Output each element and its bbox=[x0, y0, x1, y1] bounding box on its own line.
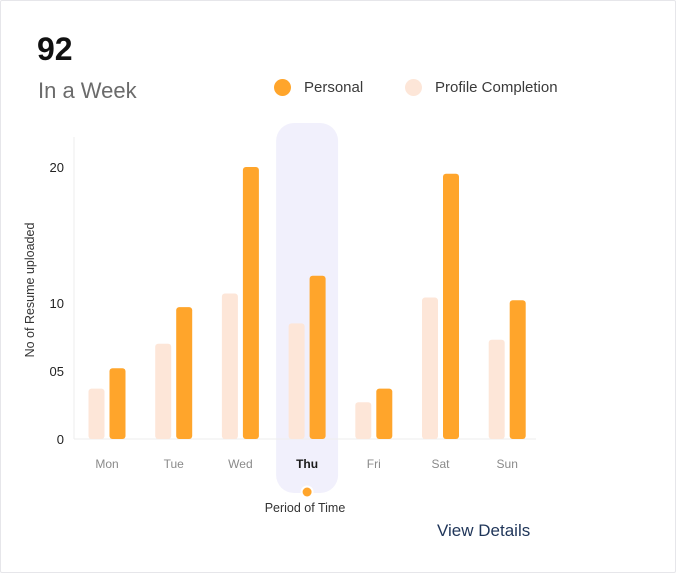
x-tick-label-sat[interactable]: Sat bbox=[431, 457, 450, 471]
y-axis-title: No of Resume uploaded bbox=[23, 223, 37, 358]
bar-profile-completion-fri[interactable] bbox=[355, 402, 372, 439]
bar-profile-completion-tue[interactable] bbox=[155, 343, 172, 439]
legend-label-profile-completion: Profile Completion bbox=[435, 79, 558, 96]
bar-personal-wed[interactable] bbox=[242, 167, 259, 439]
x-tick-label-fri[interactable]: Fri bbox=[367, 457, 381, 471]
bar-personal-tue[interactable] bbox=[176, 307, 193, 439]
total-count: 92 bbox=[37, 31, 73, 67]
selected-day-marker[interactable] bbox=[302, 487, 312, 497]
y-tick-label: 0 bbox=[57, 432, 64, 447]
x-tick-label-tue[interactable]: Tue bbox=[164, 457, 185, 471]
bar-profile-completion-wed[interactable] bbox=[221, 293, 238, 439]
bar-profile-completion-sat[interactable] bbox=[422, 297, 438, 439]
legend-label-personal: Personal bbox=[304, 79, 364, 96]
y-tick-label: 20 bbox=[50, 160, 64, 175]
bar-personal-thu[interactable] bbox=[309, 275, 326, 439]
bar-profile-completion-mon[interactable] bbox=[88, 388, 105, 439]
legend-item-personal[interactable]: Personal bbox=[274, 79, 363, 96]
x-tick-label-thu[interactable]: Thu bbox=[296, 457, 318, 471]
legend-dot-personal bbox=[274, 79, 291, 96]
x-tick-label-wed[interactable]: Wed bbox=[228, 457, 252, 471]
selected-day-highlight bbox=[276, 123, 339, 493]
bar-personal-sun[interactable] bbox=[509, 300, 526, 439]
view-details-link[interactable]: View Details bbox=[437, 521, 531, 540]
bar-profile-completion-sun[interactable] bbox=[488, 339, 505, 439]
period-subtitle: In a Week bbox=[38, 78, 137, 103]
y-tick-label: 10 bbox=[50, 296, 64, 311]
x-tick-label-mon[interactable]: Mon bbox=[95, 457, 118, 471]
x-tick-label-sun[interactable]: Sun bbox=[497, 457, 518, 471]
x-axis-title: Period of Time bbox=[265, 501, 346, 515]
y-tick-label: 05 bbox=[50, 364, 64, 379]
bar-profile-completion-thu[interactable] bbox=[288, 323, 305, 439]
legend-item-profile-completion[interactable]: Profile Completion bbox=[405, 79, 558, 96]
bar-personal-mon[interactable] bbox=[109, 368, 126, 439]
bar-personal-fri[interactable] bbox=[376, 388, 393, 439]
bar-personal-sat[interactable] bbox=[443, 173, 459, 440]
legend-dot-profile-completion bbox=[405, 79, 422, 96]
